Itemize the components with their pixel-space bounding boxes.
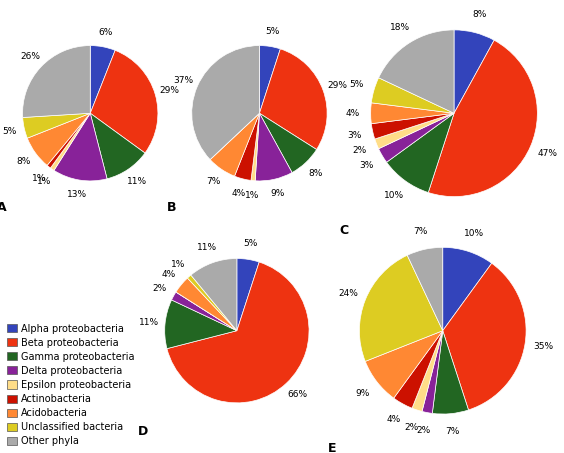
Text: 26%: 26% [20, 52, 40, 61]
Wedge shape [54, 113, 107, 181]
Wedge shape [171, 292, 237, 331]
Wedge shape [50, 113, 90, 170]
Wedge shape [23, 113, 90, 138]
Wedge shape [412, 331, 443, 411]
Wedge shape [237, 259, 259, 331]
Wedge shape [192, 46, 259, 159]
Text: 1%: 1% [171, 260, 186, 269]
Text: 9%: 9% [355, 389, 369, 398]
Wedge shape [407, 247, 443, 331]
Text: 8%: 8% [309, 169, 323, 178]
Text: 1%: 1% [33, 174, 47, 183]
Text: 8%: 8% [472, 10, 487, 19]
Text: 7%: 7% [445, 428, 460, 436]
Wedge shape [365, 331, 443, 398]
Wedge shape [167, 262, 309, 403]
Wedge shape [191, 259, 237, 331]
Wedge shape [23, 46, 90, 117]
Wedge shape [371, 78, 454, 113]
Wedge shape [27, 113, 90, 165]
Wedge shape [210, 113, 259, 159]
Wedge shape [259, 49, 327, 149]
Legend: Alpha proteobacteria, Beta proteobacteria, Gamma proteobacteria, Delta proteobac: Alpha proteobacteria, Beta proteobacteri… [5, 322, 137, 448]
Wedge shape [428, 40, 537, 197]
Text: 8%: 8% [16, 157, 30, 166]
Text: 2%: 2% [404, 423, 418, 432]
Wedge shape [251, 113, 259, 181]
Wedge shape [187, 275, 237, 331]
Wedge shape [255, 113, 292, 181]
Text: 2%: 2% [153, 284, 167, 293]
Text: 2%: 2% [352, 146, 367, 155]
Text: 66%: 66% [287, 390, 307, 400]
Wedge shape [454, 30, 494, 113]
Text: D: D [138, 425, 148, 439]
Text: 24%: 24% [338, 289, 358, 298]
Wedge shape [176, 278, 237, 331]
Wedge shape [210, 113, 259, 176]
Wedge shape [371, 103, 454, 124]
Text: 5%: 5% [244, 239, 258, 248]
Wedge shape [443, 247, 492, 331]
Text: 9%: 9% [270, 189, 285, 198]
Text: 11%: 11% [139, 318, 159, 327]
Wedge shape [47, 113, 90, 168]
Text: 4%: 4% [232, 189, 246, 198]
Wedge shape [90, 113, 145, 179]
Wedge shape [259, 113, 316, 173]
Wedge shape [165, 300, 237, 349]
Wedge shape [378, 30, 454, 113]
Text: 4%: 4% [387, 415, 401, 424]
Text: 18%: 18% [390, 23, 409, 32]
Text: 5%: 5% [2, 127, 17, 136]
Wedge shape [359, 255, 443, 361]
Wedge shape [176, 292, 237, 331]
Text: 29%: 29% [327, 81, 347, 90]
Text: E: E [328, 442, 337, 453]
Wedge shape [371, 113, 454, 139]
Text: 1%: 1% [244, 191, 259, 200]
Text: 10%: 10% [384, 191, 404, 200]
Wedge shape [374, 113, 454, 149]
Text: 10%: 10% [464, 230, 484, 238]
Text: 35%: 35% [533, 342, 553, 351]
Wedge shape [394, 331, 443, 408]
Wedge shape [378, 113, 454, 162]
Text: A: A [0, 202, 7, 214]
Text: 2%: 2% [417, 426, 431, 435]
Text: 29%: 29% [160, 86, 179, 95]
Text: 11%: 11% [197, 243, 217, 252]
Text: 4%: 4% [162, 270, 176, 279]
Wedge shape [432, 331, 469, 414]
Text: 11%: 11% [126, 177, 147, 186]
Wedge shape [443, 263, 526, 410]
Wedge shape [386, 113, 454, 193]
Wedge shape [259, 46, 280, 113]
Text: 3%: 3% [347, 131, 362, 140]
Wedge shape [90, 46, 115, 113]
Text: C: C [340, 224, 349, 237]
Text: B: B [166, 202, 176, 214]
Text: 3%: 3% [359, 160, 374, 169]
Text: 7%: 7% [206, 177, 220, 186]
Wedge shape [235, 113, 259, 180]
Text: 4%: 4% [345, 109, 359, 118]
Text: 5%: 5% [265, 27, 280, 36]
Wedge shape [90, 50, 158, 153]
Wedge shape [176, 292, 237, 331]
Text: 13%: 13% [67, 190, 87, 199]
Text: 5%: 5% [349, 80, 364, 89]
Wedge shape [422, 331, 443, 414]
Text: 47%: 47% [537, 149, 557, 158]
Text: 1%: 1% [37, 177, 51, 186]
Text: 6%: 6% [99, 28, 113, 37]
Text: 7%: 7% [413, 227, 428, 236]
Text: 37%: 37% [174, 76, 193, 85]
